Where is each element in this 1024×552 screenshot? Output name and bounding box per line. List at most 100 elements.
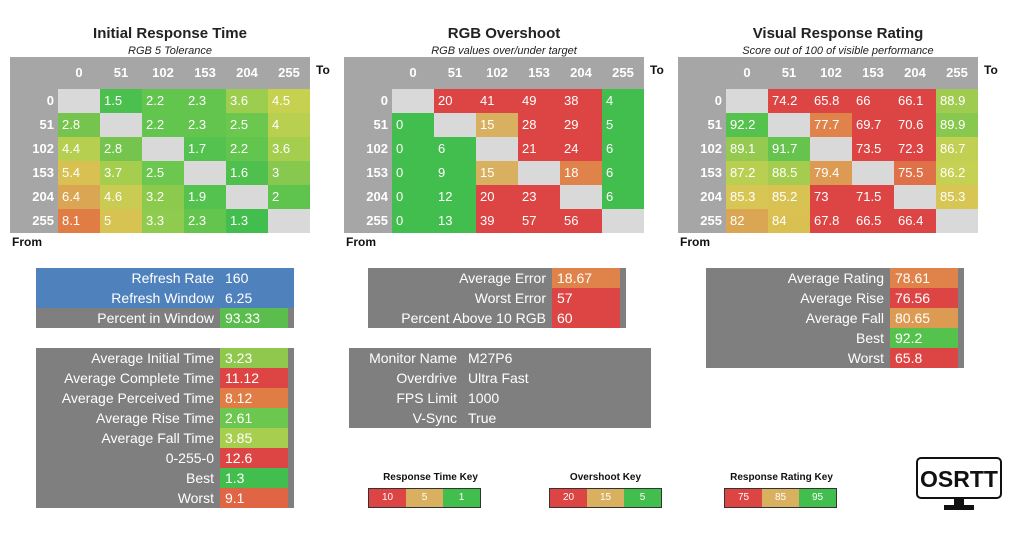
heatmap-cell: 39: [476, 209, 518, 233]
heatmap-grid: 0 51 102 153 204 255 0 1.5 2.2 2.3 3.6 4.5 51 2.8 2.2 2…: [10, 57, 310, 233]
key-title: Response Rating Key: [730, 472, 833, 483]
heatmap-cell: [726, 89, 768, 113]
stat-value: 6.25: [220, 288, 288, 308]
stat-value: 1.3: [220, 468, 288, 488]
stat-value: 80.65: [890, 308, 958, 328]
heatmap-grid: 0 51 102 153 204 255 0 20 41 49 38 4 51 0 15 28 29 5 102 0 6…: [344, 57, 644, 233]
heatmap-cell: 3.6: [268, 137, 310, 161]
heatmap-cell: [852, 161, 894, 185]
heatmap-cell: 67.8: [810, 209, 852, 233]
stat-value: 160: [220, 268, 288, 288]
stat-value: 18.67: [552, 268, 620, 288]
rating-panel: Average Rating 78.61 Average Rise 76.56 Aver…: [706, 268, 964, 368]
key-swatch: 15: [587, 489, 624, 507]
heatmap-cell: 13: [434, 209, 476, 233]
stat-row: FPS Limit 1000: [349, 388, 651, 408]
heatmap-row-header: 51: [39, 117, 54, 132]
monitor-logo-icon: OSRTT: [916, 457, 1002, 510]
heatmap-cell: 4: [268, 113, 310, 137]
heatmap-cell: 86.2: [936, 161, 978, 185]
heatmap-cell: 12: [434, 185, 476, 209]
heatmap-cell: [184, 161, 226, 185]
heatmap-cell: 6.4: [58, 185, 100, 209]
stat-row: 0-255-0 12.6: [36, 448, 294, 468]
stat-row: Worst 65.8: [706, 348, 964, 368]
heatmap-cell: 92.2: [726, 113, 768, 137]
heatmap-title: Visual Response Rating: [752, 25, 924, 42]
logo-text: OSRTT: [920, 466, 998, 492]
heatmap-row-header: 153: [32, 165, 54, 180]
heatmap-cell: 2.5: [142, 161, 184, 185]
stat-value: 12.6: [220, 448, 288, 468]
stat-label: Average Rating: [787, 270, 884, 286]
stat-row: Overdrive Ultra Fast: [349, 368, 651, 388]
stat-row: Best 1.3: [36, 468, 294, 488]
heatmap-col-header: 204: [904, 65, 926, 80]
stat-label: Average Initial Time: [91, 350, 214, 366]
heatmap-cell: [768, 113, 810, 137]
stat-value: 3.23: [220, 348, 288, 368]
heatmap-cell: [894, 185, 936, 209]
heatmap-col-header: 153: [862, 65, 884, 80]
heatmap-cell: 73.5: [852, 137, 894, 161]
monitor-info-panel: Monitor Name M27P6 Overdrive Ultra Fast FPS …: [349, 348, 651, 428]
heatmap-cell: 15: [476, 113, 518, 137]
stat-value: M27P6: [468, 350, 513, 366]
heatmap-from-label: From: [12, 235, 42, 249]
stat-label: Percent Above 10 RGB: [401, 310, 546, 326]
stat-label: Average Rise Time: [95, 410, 214, 426]
stat-value: 93.33: [220, 308, 288, 328]
heatmap-cell: 9: [434, 161, 476, 185]
heatmap-col-header: 153: [194, 65, 216, 80]
stat-label: V-Sync: [412, 410, 457, 426]
heatmap-cell: 66.5: [852, 209, 894, 233]
heatmap-cell: 0: [392, 161, 434, 185]
refresh-panel: Refresh Rate 160 Refresh Window 6.25 Percent…: [36, 268, 294, 328]
heatmap-cell: [810, 137, 852, 161]
heatmap-cell: 86.7: [936, 137, 978, 161]
stat-row: V-Sync True: [349, 408, 651, 428]
heatmap-cell: 24: [560, 137, 602, 161]
heatmap-cell: 3.6: [226, 89, 268, 113]
heatmap-cell: 77.7: [810, 113, 852, 137]
heatmap-cell: 18: [560, 161, 602, 185]
heatmap-row-header: 204: [366, 189, 388, 204]
heatmap-title: Initial Response Time: [93, 25, 247, 42]
heatmap-cell: 1.7: [184, 137, 226, 161]
stat-label: Average Perceived Time: [61, 390, 214, 406]
heatmap-cell: 73: [810, 185, 852, 209]
heatmap-row-header: 204: [700, 189, 722, 204]
heatmap-from-label: From: [680, 235, 710, 249]
heatmap-col-header: 51: [781, 65, 797, 80]
heatmap-col-header: 102: [820, 65, 842, 80]
heatmap-col-header: 204: [570, 65, 592, 80]
heatmap-cell: 2.2: [226, 137, 268, 161]
overshoot-panel: Average Error 18.67 Worst Error 57 Percent A…: [368, 268, 626, 328]
stat-label: Average Fall Time: [101, 430, 214, 446]
heatmap-cell: 20: [476, 185, 518, 209]
stat-value: True: [468, 410, 497, 426]
heatmap-row-header: 204: [32, 189, 54, 204]
heatmap-cell: 6: [602, 161, 644, 185]
stat-label: Best: [855, 330, 884, 346]
key-title: Overshoot Key: [569, 472, 642, 483]
stat-value: Ultra Fast: [468, 370, 529, 386]
stat-label: Worst: [847, 350, 884, 366]
heatmap-cell: 2.8: [100, 137, 142, 161]
heatmap-cell: 0: [392, 137, 434, 161]
stat-row: Refresh Rate 160: [36, 268, 294, 288]
heatmap-cell: 82: [726, 209, 768, 233]
heatmap-to-label: To: [984, 63, 998, 77]
stat-label: Refresh Window: [111, 290, 214, 306]
heatmap-row-header: 51: [707, 117, 722, 132]
heatmap-col-header: 102: [152, 65, 174, 80]
key-swatch: 1: [443, 489, 480, 507]
heatmap-cell: 20: [434, 89, 476, 113]
heatmap-cell: 70.6: [894, 113, 936, 137]
heatmap-cell: 41: [476, 89, 518, 113]
heatmap-cell: 0: [392, 185, 434, 209]
heatmap-cell: 74.2: [768, 89, 810, 113]
heatmap-row-header: 102: [700, 141, 722, 156]
stat-row: Average Perceived Time 8.12: [36, 388, 294, 408]
heatmap-cell: 85.2: [768, 185, 810, 209]
